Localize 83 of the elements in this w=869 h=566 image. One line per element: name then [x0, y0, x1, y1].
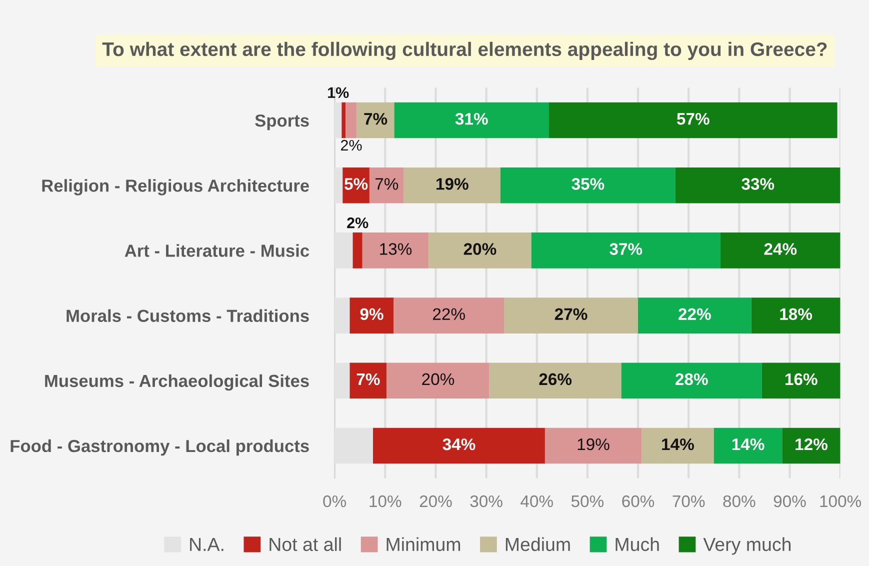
data-label: 18% — [780, 308, 812, 320]
data-label: 24% — [764, 243, 797, 255]
data-label: 20% — [464, 243, 496, 255]
data-label: 12% — [796, 438, 828, 450]
bar — [350, 298, 394, 334]
data-label: 20% — [422, 373, 454, 386]
x-tick-label: 100% — [820, 495, 862, 508]
y-tick-label: Art - Literature - Music — [124, 244, 310, 257]
data-label: 57% — [676, 112, 710, 125]
x-tick-label: 50% — [571, 495, 604, 508]
data-label: 22% — [678, 308, 711, 320]
data-label: 13% — [380, 243, 412, 255]
x-tick-label: 70% — [672, 495, 705, 508]
x-tick-label: 30% — [470, 495, 502, 508]
data-label: 2% — [347, 217, 368, 228]
bar — [504, 298, 638, 334]
chart-title: To what extent are the following cultural elements appealing to you in Greece? — [102, 42, 827, 60]
bar — [549, 102, 838, 138]
data-label: 7% — [364, 112, 388, 125]
bar — [762, 362, 840, 399]
x-tick-label: 20% — [420, 495, 452, 508]
data-label: 7% — [356, 373, 380, 386]
bar — [356, 102, 394, 138]
data-label: 26% — [539, 373, 572, 386]
x-tick-label: 80% — [723, 495, 756, 508]
x-tick-label: 0% — [323, 495, 346, 508]
data-label: 27% — [554, 308, 588, 320]
bar — [751, 298, 840, 334]
x-tick-label: 40% — [520, 495, 553, 508]
data-label: 28% — [676, 373, 708, 386]
data-label: 14% — [732, 438, 764, 450]
data-label: 34% — [442, 438, 476, 450]
legend-label: Medium — [506, 537, 570, 552]
data-label: 19% — [436, 178, 468, 190]
legend-label: Much — [616, 537, 659, 552]
data-label: 1% — [328, 87, 349, 98]
bar — [362, 232, 429, 268]
data-label: 35% — [572, 178, 604, 190]
bar — [342, 102, 346, 138]
data-label: 2% — [340, 140, 362, 151]
legend-label: N.A. — [190, 538, 224, 551]
bar — [386, 362, 490, 399]
bar — [621, 362, 762, 399]
bar — [531, 232, 720, 268]
bar — [404, 167, 500, 204]
bar — [394, 102, 550, 138]
data-label: 33% — [742, 178, 774, 190]
bar — [638, 298, 752, 334]
bar — [489, 362, 622, 399]
bar — [350, 362, 387, 399]
data-label: 7% — [375, 178, 398, 190]
legend-label: Not at all — [270, 537, 341, 552]
bar — [428, 232, 532, 268]
data-label: 9% — [360, 308, 384, 320]
y-tick-label: Morals - Customs - Traditions — [66, 309, 309, 322]
bar — [500, 167, 676, 204]
x-tick-label: 10% — [370, 495, 402, 508]
x-tick-label: 60% — [622, 495, 654, 508]
legend-label: Very much — [703, 537, 791, 555]
bar — [782, 428, 840, 464]
y-tick-label: Food - Gastronomy - Local products — [10, 439, 309, 456]
data-label: 22% — [433, 308, 465, 320]
bar — [720, 232, 840, 268]
y-tick-label: Sports — [255, 114, 309, 130]
bar — [544, 428, 642, 464]
y-tick-label: Religion - Religious Architecture — [42, 179, 309, 196]
bar — [373, 428, 545, 464]
data-label: 31% — [455, 112, 488, 125]
data-label: 19% — [578, 438, 610, 450]
bar — [714, 428, 782, 464]
bar — [352, 232, 362, 268]
bar — [675, 167, 840, 204]
bar — [642, 428, 714, 464]
data-label: 5% — [344, 178, 368, 190]
data-label: 14% — [662, 438, 694, 450]
bar — [346, 102, 357, 138]
bar — [369, 167, 404, 204]
legend-label: Minimum — [386, 537, 460, 552]
y-tick-label: Museums - Archaeological Sites — [45, 374, 309, 391]
x-tick-label: 90% — [774, 495, 806, 508]
data-label: 16% — [786, 373, 818, 386]
bar — [394, 298, 504, 334]
data-label: 37% — [610, 243, 642, 255]
